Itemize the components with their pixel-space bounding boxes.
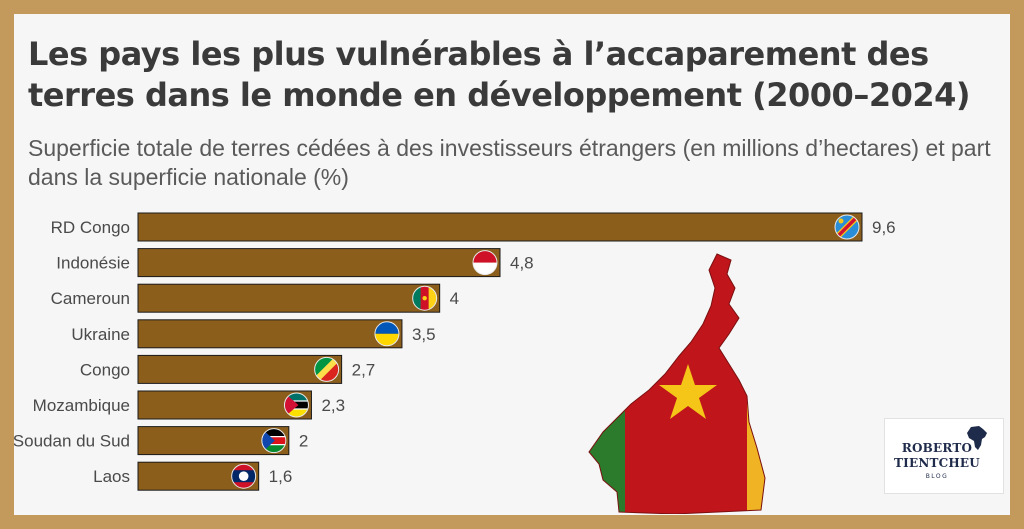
logo-text-blog: BLOG	[925, 473, 949, 480]
infographic-frame: Les pays les plus vulnérables à l’accapa…	[14, 14, 1010, 515]
africa-icon	[967, 426, 987, 450]
flag-cameroon-icon	[412, 286, 437, 311]
flag-laos-icon	[231, 464, 256, 489]
flag-ring-1	[472, 250, 498, 276]
category-label-6: Soudan du Sud	[14, 432, 130, 451]
value-label-4: 2,7	[352, 360, 376, 379]
flag-ring-2	[412, 285, 438, 311]
flag-mozambique-icon	[284, 393, 309, 417]
bar-2	[137, 283, 441, 313]
flag-ring-7	[231, 463, 257, 489]
bar-4	[137, 354, 343, 384]
flag-ukraine-icon	[374, 321, 399, 346]
flag-ring-6	[261, 428, 287, 454]
value-label-2: 4	[450, 289, 459, 308]
blog-logo: ROBERTO TIENTCHEU BLOG	[884, 418, 1004, 494]
bar-3	[137, 319, 403, 349]
bar-5	[137, 390, 312, 420]
flag-indonesia-icon	[473, 250, 497, 275]
category-label-7: Laos	[93, 467, 130, 486]
category-label-3: Ukraine	[71, 325, 130, 344]
value-label-0: 9,6	[872, 218, 896, 237]
category-label-5: Mozambique	[33, 396, 130, 415]
value-label-7: 1,6	[269, 467, 293, 486]
flag-ring-4	[314, 356, 340, 382]
bar-1	[137, 248, 501, 278]
value-label-3: 3,5	[412, 325, 436, 344]
flag-ring-3	[374, 321, 400, 347]
flag-ring-0	[834, 214, 860, 240]
category-label-1: Indonésie	[56, 254, 130, 273]
category-label-2: Cameroun	[51, 289, 130, 308]
logo-text-tientcheu: TIENTCHEU	[894, 456, 980, 470]
flag-south-sudan-icon	[261, 428, 286, 453]
category-label-0: RD Congo	[51, 218, 130, 237]
chart-subtitle: Superficie totale de terres cédées à des…	[28, 135, 991, 190]
category-label-4: Congo	[80, 360, 130, 379]
value-label-1: 4,8	[510, 254, 534, 273]
logo-text-roberto: ROBERTO	[901, 441, 973, 455]
chart-title: Les pays les plus vulnérables à l’accapa…	[28, 35, 971, 114]
flag-ring-5	[283, 392, 309, 418]
value-label-5: 2,3	[321, 396, 345, 415]
value-label-6: 2	[299, 432, 308, 451]
cameroon-flag-map-icon	[588, 253, 766, 514]
flag-drc-icon	[835, 215, 859, 239]
flag-congo-icon	[314, 357, 339, 382]
bar-0	[137, 212, 863, 242]
bar-chart: RD Congo 9,6 Indonésie 4,8 Cameroun 4 Ukraine 3…	[14, 212, 896, 491]
